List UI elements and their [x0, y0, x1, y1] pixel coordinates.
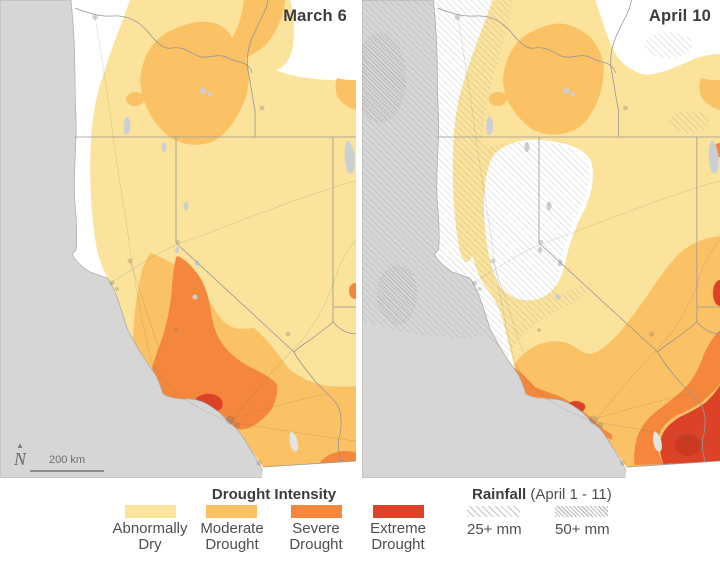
map-april: April 10 [362, 0, 720, 478]
scale-bar-label: 200 km [48, 454, 86, 466]
label-line1: Severe [292, 520, 340, 537]
north-letter: N [13, 449, 26, 469]
label-line2: Dry [138, 536, 162, 553]
drought-legend-title: Drought Intensity [211, 486, 337, 503]
north-arrow: ▲ N [9, 441, 31, 469]
rainfall-legend-title: Rainfall (April 1 - 11) [472, 486, 612, 503]
label-moderate-drought: Moderate Drought [184, 521, 280, 553]
swatch-rain-50mm [555, 506, 608, 517]
label-line2: Drought [289, 536, 343, 553]
map-date-march: March 6 [283, 7, 347, 25]
map-april-svg [362, 0, 720, 478]
label-line1: Moderate [200, 520, 264, 537]
swatch-extreme-drought [373, 505, 424, 518]
swatch-severe-drought [291, 505, 342, 518]
label-line2: Drought [371, 536, 425, 553]
label-rain-25mm: 25+ mm [467, 521, 522, 538]
label-abnormally-dry: Abnormally Dry [102, 521, 198, 553]
legend: Drought Intensity Abnormally Dry Moderat… [0, 478, 720, 565]
drought-layer-april [452, 0, 720, 467]
label-extreme-drought: Extreme Drought [350, 521, 446, 553]
label-line1: Abnormally [112, 520, 188, 537]
map-march-svg [0, 0, 356, 478]
map-date-april: April 10 [648, 7, 711, 25]
north-arrow-icon: ▲ [16, 441, 24, 450]
label-line1: Extreme [370, 520, 426, 537]
drought-layer-march [90, 0, 356, 467]
rainfall-title-rest: (April 1 - 11) [526, 486, 612, 503]
label-rain-50mm: 50+ mm [555, 521, 610, 538]
scale-bar [30, 470, 104, 472]
swatch-abnormally-dry [125, 505, 176, 518]
rainfall-hatch-layer [362, 0, 709, 357]
label-line2: Drought [205, 536, 259, 553]
swatch-rain-25mm [467, 506, 520, 517]
map-march: March 6 ▲ N 200 km [0, 0, 356, 478]
swatch-moderate-drought [206, 505, 257, 518]
label-severe-drought: Severe Drought [268, 521, 364, 553]
rainfall-title-bold: Rainfall [472, 486, 527, 503]
